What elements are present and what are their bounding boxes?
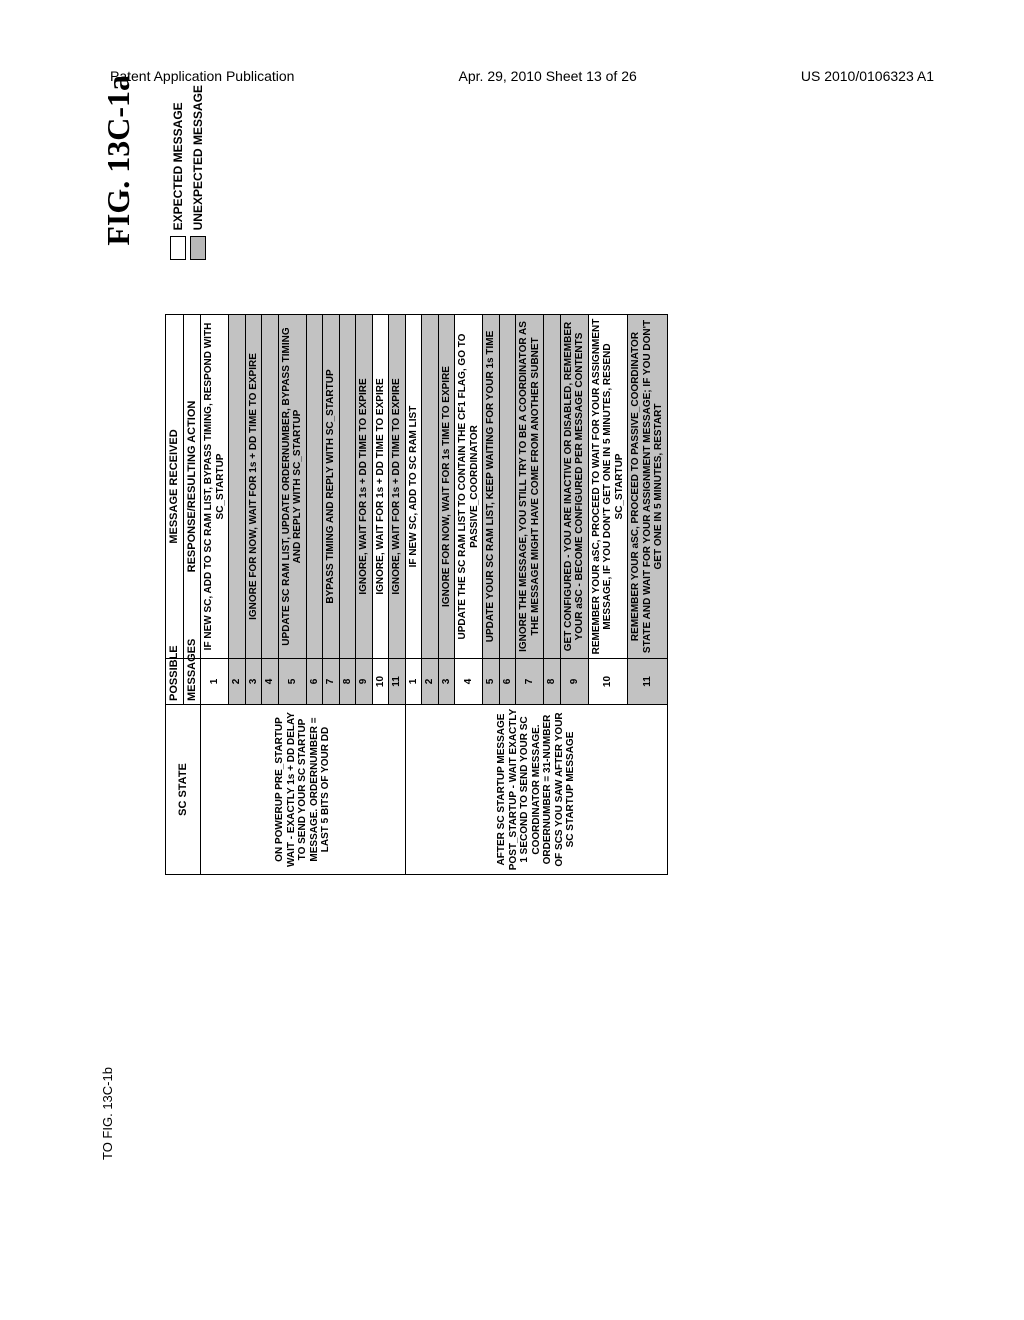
message-number-cell: 1: [405, 659, 422, 705]
message-number-cell: 9: [560, 659, 588, 705]
message-number-cell: 6: [306, 659, 323, 705]
message-number-cell: 9: [356, 659, 373, 705]
rotated-figure: FIG. 13C-1a EXPECTED MESSAGE UNEXPECTED …: [100, 75, 820, 875]
message-number-cell: 10: [588, 659, 628, 705]
legend: EXPECTED MESSAGE UNEXPECTED MESSAGE: [170, 85, 206, 260]
action-cell: [339, 315, 356, 659]
action-cell: IGNORE, WAIT FOR 1s + DD TIME TO EXPIRE: [389, 315, 406, 659]
table-row: ON POWERUP PRE_STARTUP WAIT - EXACTLY 1s…: [201, 315, 229, 875]
swatch-expected: [170, 236, 186, 260]
patent-page: Patent Application Publication Apr. 29, …: [0, 0, 1024, 1320]
action-cell: [306, 315, 323, 659]
legend-unexpected: UNEXPECTED MESSAGE: [190, 85, 206, 260]
message-number-cell: 1: [201, 659, 229, 705]
action-cell: IGNORE THE MESSAGE, YOU STILL TRY TO BE …: [516, 315, 544, 659]
message-number-cell: 5: [278, 659, 306, 705]
action-cell: IF NEW SC, ADD TO SC RAM LIST, BYPASS TI…: [201, 315, 229, 659]
message-number-cell: 8: [339, 659, 356, 705]
action-cell: UPDATE SC RAM LIST, UPDATE ORDERNUMBER, …: [278, 315, 306, 659]
message-number-cell: 7: [516, 659, 544, 705]
legend-unexpected-label: UNEXPECTED MESSAGE: [191, 85, 205, 230]
header-right: US 2010/0106323 A1: [801, 68, 934, 84]
action-cell: IGNORE FOR NOW, WAIT FOR 1s TIME TO EXPI…: [438, 315, 455, 659]
col-received-header: MESSAGE RECEIVED: [166, 315, 184, 659]
continuation-label: TO FIG. 13C-1b: [100, 1067, 115, 1160]
action-cell: BYPASS TIMING AND REPLY WITH SC_STARTUP: [323, 315, 340, 659]
action-cell: IGNORE, WAIT FOR 1s + DD TIME TO EXPIRE: [356, 315, 373, 659]
message-number-cell: 4: [262, 659, 279, 705]
col-messages-header-top: POSSIBLE: [166, 659, 184, 705]
action-cell: UPDATE THE SC RAM LIST TO CONTAIN THE CF…: [455, 315, 483, 659]
message-number-cell: 11: [389, 659, 406, 705]
swatch-unexpected: [190, 236, 206, 260]
table-row: AFTER SC STARTUP MESSAGE POST_STARTUP - …: [405, 315, 422, 875]
table-body: ON POWERUP PRE_STARTUP WAIT - EXACTLY 1s…: [201, 315, 668, 875]
action-cell: [544, 315, 561, 659]
legend-expected: EXPECTED MESSAGE: [170, 85, 186, 260]
message-number-cell: 5: [483, 659, 500, 705]
action-cell: REMEMBER YOUR aSC, PROCEED TO WAIT FOR Y…: [588, 315, 628, 659]
action-cell: REMEMBER YOUR aSC, PROCEED TO PASSIVE_CO…: [628, 315, 668, 659]
message-number-cell: 6: [499, 659, 516, 705]
col-state-header: SC STATE: [166, 705, 201, 875]
state-cell: AFTER SC STARTUP MESSAGE POST_STARTUP - …: [405, 705, 667, 875]
col-messages-header-bot: MESSAGES: [183, 659, 201, 705]
message-number-cell: 3: [245, 659, 262, 705]
action-cell: IGNORE FOR NOW, WAIT FOR 1s + DD TIME TO…: [245, 315, 262, 659]
action-cell: [229, 315, 246, 659]
table-header-row-1: SC STATE POSSIBLE MESSAGE RECEIVED: [166, 315, 184, 875]
sc-state-table: SC STATE POSSIBLE MESSAGE RECEIVED MESSA…: [165, 314, 668, 875]
message-number-cell: 2: [229, 659, 246, 705]
action-cell: GET CONFIGURED - YOU ARE INACTIVE OR DIS…: [560, 315, 588, 659]
action-cell: [499, 315, 516, 659]
message-number-cell: 4: [455, 659, 483, 705]
message-number-cell: 2: [422, 659, 439, 705]
action-cell: [262, 315, 279, 659]
col-action-header: RESPONSE/RESULTING ACTION: [183, 315, 201, 659]
state-cell: ON POWERUP PRE_STARTUP WAIT - EXACTLY 1s…: [201, 705, 406, 875]
action-cell: IF NEW SC, ADD TO SC RAM LIST: [405, 315, 422, 659]
message-number-cell: 10: [372, 659, 389, 705]
action-cell: [422, 315, 439, 659]
figure-label: FIG. 13C-1a: [100, 75, 137, 875]
message-number-cell: 8: [544, 659, 561, 705]
message-number-cell: 3: [438, 659, 455, 705]
message-number-cell: 11: [628, 659, 668, 705]
action-cell: IGNORE, WAIT FOR 1s + DD TIME TO EXPIRE: [372, 315, 389, 659]
message-number-cell: 7: [323, 659, 340, 705]
legend-expected-label: EXPECTED MESSAGE: [171, 102, 185, 230]
action-cell: UPDATE YOUR SC RAM LIST, KEEP WAITING FO…: [483, 315, 500, 659]
